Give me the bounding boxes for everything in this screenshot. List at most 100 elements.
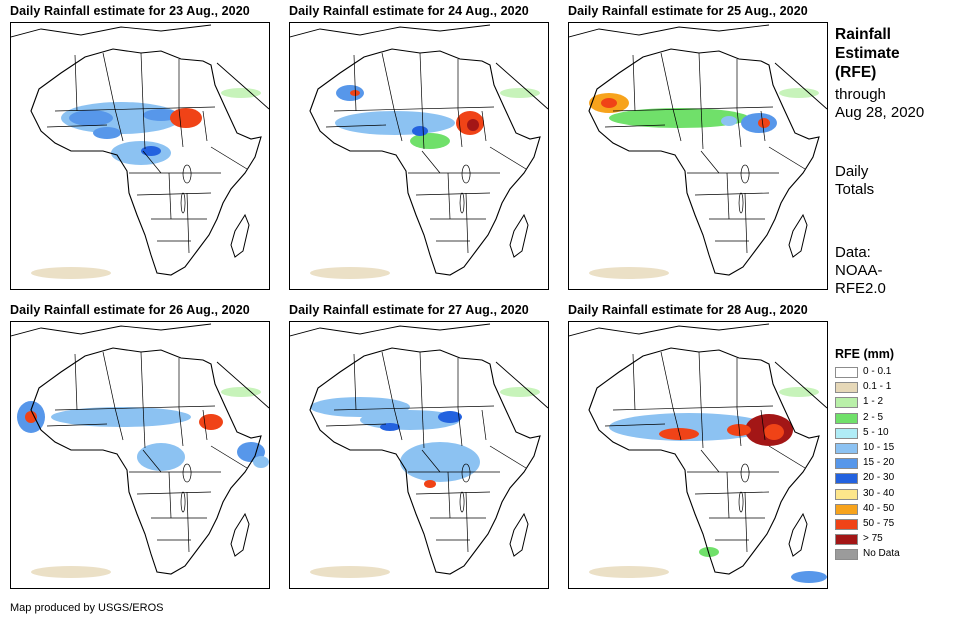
country-border [700,449,720,473]
country-border [381,52,395,110]
country-border [604,423,666,427]
map-svg [569,24,827,279]
map-svg [11,24,269,279]
rain-cell [412,126,428,136]
legend-swatch [835,473,858,485]
lake-outline [738,192,744,214]
madagascar-outline [788,512,808,557]
country-border [333,405,495,411]
rain-cell [659,428,699,440]
country-border [489,146,527,170]
map-credit: Map produced by USGS/EROS [10,602,164,614]
sidebar-totals-line1: Daily [835,163,869,180]
country-border [660,351,674,409]
map-svg [11,323,269,578]
country-border [210,146,248,170]
rain-cell [424,480,436,488]
country-border [700,104,704,150]
rain-cell [25,411,37,423]
country-border [726,172,730,220]
legend-swatch [835,443,858,454]
lake-outline [738,491,744,513]
map-drawing [569,323,827,583]
arabia-coastline [495,361,548,409]
legend-swatch [835,427,858,439]
country-border [178,407,184,447]
legend-label: 1 - 2 [863,396,884,408]
lake-outline [180,192,186,214]
panel-title-aug25: Daily Rainfall estimate for 25 Aug., 202… [568,4,808,18]
map-svg [290,323,548,578]
sidebar-heading-line3: (RFE) [835,64,877,81]
rain-cell [141,146,161,156]
country-border [333,106,495,112]
country-border [744,192,748,254]
country-border [768,445,806,469]
rainfall-map-aug24 [289,22,549,290]
light-rain-area [31,566,111,578]
madagascar-outline [788,213,808,258]
country-border [457,407,463,447]
panel-title-aug24: Daily Rainfall estimate for 24 Aug., 202… [289,4,529,18]
lake-outline [461,164,471,184]
country-border [136,192,212,196]
light-rain-area [310,566,390,578]
country-border [419,351,423,405]
country-border [744,491,748,553]
light-rain-area [779,88,819,98]
light-rain-area [31,267,111,279]
country-border [465,192,469,254]
light-rain-area [779,387,819,397]
legend-label: 40 - 50 [863,502,895,514]
country-border [698,351,702,405]
sidebar-data-line2: NOAA- [835,262,883,279]
country-border [700,403,704,449]
legend-label: > 75 [863,533,883,545]
country-border [186,192,190,254]
africa-coastline [588,347,820,575]
country-border [168,172,172,220]
legend-label: 20 - 30 [863,472,895,484]
country-border [447,172,451,220]
map-svg [290,24,548,279]
legend-label: 5 - 10 [863,426,889,438]
light-rain-area [589,267,669,279]
country-border [612,405,774,411]
legend-title: RFE (mm) [835,347,895,361]
lake-outline [459,491,465,513]
legend-swatch [835,534,858,546]
map-drawing [290,24,548,279]
legend-label: 0.1 - 1 [863,381,892,393]
country-border [768,146,806,170]
rain-cell [791,571,827,583]
country-border [457,108,463,148]
rain-cell [609,108,749,128]
arabia-coastline [774,361,827,409]
country-border [421,449,441,473]
legend-swatch [835,412,858,424]
lake-outline [180,491,186,513]
panel-title-aug26: Daily Rainfall estimate for 26 Aug., 202… [10,303,250,317]
rain-cell [764,424,784,440]
country-border [136,491,212,495]
country-border [760,110,766,142]
europe-coastline [290,323,491,337]
country-border [698,52,702,106]
panel-title-aug23: Daily Rainfall estimate for 23 Aug., 202… [10,4,250,18]
country-border [660,52,674,110]
country-border [672,108,682,142]
sidebar-through-line2: Aug 28, 2020 [835,104,925,121]
rain-cell [410,133,450,149]
country-border [168,471,172,519]
country-border [632,54,636,112]
country-border [114,407,124,441]
country-border [393,407,403,441]
africa-coastline [309,48,541,276]
panel-title-aug28: Daily Rainfall estimate for 28 Aug., 202… [568,303,808,317]
africa-coastline [30,48,262,276]
rain-cell [758,118,770,128]
legend-swatch [835,397,858,409]
light-rain-area [589,566,669,578]
country-border [632,353,636,411]
rainfall-map-aug27 [289,321,549,589]
